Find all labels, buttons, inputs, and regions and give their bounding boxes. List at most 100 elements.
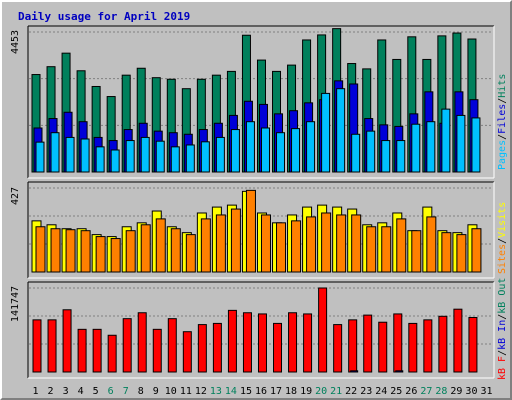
y-max-label-kbytes: 141747 [10,286,21,322]
sites-bar [336,214,347,273]
kbf-bar [152,328,162,373]
kbf-bar [438,315,448,373]
x-tick-label: 23 [360,386,372,397]
sites-bar [140,224,151,273]
legend-hits-files-pages-part: / [497,98,508,104]
legend-kbytes-part: kB F [497,356,508,380]
sites-bar [50,228,61,273]
x-tick-label: 24 [375,386,387,397]
pages-bar [471,117,481,173]
legend-kbytes-part: kB In [497,320,508,350]
x-tick-label: 3 [63,386,69,397]
chart-panels: 4453 427 141747 [10,25,495,379]
kbf-bar [167,318,177,373]
x-tick-label: 20 [315,386,327,397]
kbf-bar [107,334,117,373]
x-tick-label: 2 [48,386,54,397]
kbf-bar [92,328,102,373]
x-tick-label: 4 [78,386,84,397]
x-axis-labels: 1 2 3 4 5 6 7 8 9 10 11 12 13 14 15 16 17 18 19 20 21 22 23 24 2… [33,386,493,397]
kbf-bar [212,322,222,373]
kbf-bar [453,308,463,373]
kbin-bar [395,370,404,373]
x-tick-label: 27 [420,386,432,397]
sites-bar [95,236,106,273]
x-tick-label: 6 [108,386,114,397]
panel-1 [27,25,495,179]
kbin-bar [350,370,359,373]
sites-bar [441,232,452,273]
x-tick-label: 12 [195,386,207,397]
pages-bar [306,121,316,173]
x-tick-label: 16 [255,386,267,397]
sites-bar [245,189,256,273]
x-tick-label: 11 [180,386,192,397]
sites-bar [200,218,211,273]
kbf-bar [333,324,343,373]
legend-hits-files-pages-part: Pages [497,140,508,170]
legend-kbytes-part: / [497,350,508,356]
chart-title: Daily usage for April 2019 [18,10,190,23]
pages-bar [170,146,180,173]
kbf-bar [303,313,313,373]
sites-bar [306,216,317,273]
legend-kbytes-part: / [497,314,508,320]
sites-bar [185,234,196,273]
sites-bar [381,226,392,273]
pages-bar [336,88,346,173]
pages-bar [396,140,406,173]
pages-bar [381,140,391,173]
pages-bar [185,144,195,173]
pages-bar [291,128,301,173]
kbf-bar [348,319,358,373]
x-tick-label: 21 [330,386,342,397]
pages-bar [35,141,45,173]
x-tick-label: 28 [435,386,447,397]
y-max-label-hits: 4453 [10,30,21,54]
kbf-bar [32,319,42,373]
panel-3 [27,281,495,379]
kbf-bar [182,331,192,373]
pages-bar [215,136,225,173]
pages-bar [155,140,165,173]
x-tick-label: 26 [405,386,417,397]
sites-bar [80,230,91,273]
x-tick-label: 10 [165,386,177,397]
panel-2 [27,181,495,279]
kbf-bar [408,322,418,373]
sites-bar [170,228,181,273]
sites-bar [366,226,377,273]
x-tick-label: 8 [138,386,144,397]
kbf-bar [468,316,478,373]
kbf-bar [62,309,72,373]
x-tick-label: 30 [465,386,477,397]
kbf-bar [77,328,87,373]
pages-bar [95,146,105,173]
kbf-bar [227,309,237,373]
legend-visits-sites-part: Sites [497,244,508,274]
sites-bar [110,238,121,273]
legend-hits-files-pages-part: / [497,134,508,140]
sites-bar [125,230,136,273]
x-tick-label: 14 [225,386,237,397]
kbf-bar [273,322,283,373]
kbf-bar [363,314,373,373]
kbf-bar [288,312,298,373]
x-tick-label: 5 [93,386,99,397]
sites-bar [351,214,362,273]
pages-bar [110,149,120,173]
x-tick-label: 19 [300,386,312,397]
pages-bar [245,121,255,173]
pages-bar [441,108,451,173]
pages-bar [125,140,135,173]
x-tick-label: 31 [480,386,492,397]
kbf-bar [197,324,207,373]
sites-bar [426,216,437,273]
x-tick-label: 18 [285,386,297,397]
pages-bar [80,138,90,173]
pages-bar [321,92,331,173]
pages-bar [276,132,286,173]
kbf-bar [378,321,388,373]
